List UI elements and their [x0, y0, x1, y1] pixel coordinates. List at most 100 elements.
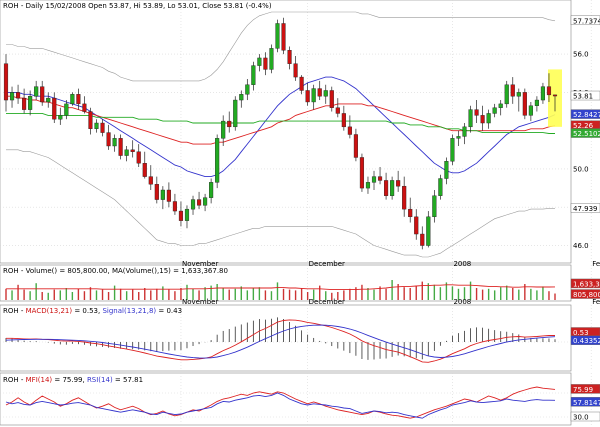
volume-x-tick-label: 2008 — [453, 298, 471, 306]
candle-body — [46, 97, 51, 103]
volume-bar — [95, 290, 98, 300]
volume-bar — [17, 284, 19, 300]
candle-body — [118, 138, 123, 156]
volume-bar — [518, 289, 520, 300]
volume-bar — [198, 290, 200, 300]
price-x-tick-label: December — [309, 260, 345, 268]
candle-body — [148, 176, 153, 185]
volume-ma-line — [6, 284, 556, 291]
price-x-tick-label: 2008 — [453, 260, 471, 268]
candle-body — [510, 84, 515, 97]
volume-bar — [216, 284, 218, 300]
candle-body — [34, 86, 39, 97]
volume-bar — [23, 289, 25, 300]
candle-body — [444, 161, 449, 179]
candle-body — [359, 157, 365, 189]
volume-bar — [500, 287, 502, 300]
volume-bar — [11, 290, 13, 300]
candle-body — [184, 208, 190, 221]
candle-body — [166, 189, 171, 202]
volume-bar — [125, 291, 128, 300]
volume-bar — [312, 289, 315, 300]
candle-body — [347, 126, 352, 135]
price-y-tick-label: 46.0 — [573, 242, 589, 250]
candle-body — [462, 126, 467, 137]
volume-bar — [397, 284, 399, 300]
candle-body — [263, 57, 268, 70]
candle-body — [196, 199, 202, 206]
volume-bar — [144, 288, 146, 300]
value-tag-text: 57.8147 — [573, 399, 600, 407]
candle-body — [492, 107, 497, 114]
candle-body — [154, 184, 159, 200]
candle-body — [377, 176, 383, 181]
title-segment: RSI(14) — [87, 376, 113, 384]
candle-body — [504, 84, 509, 105]
volume-bar — [264, 290, 267, 300]
candle-body — [522, 92, 527, 116]
value-tag-box — [570, 335, 600, 345]
macd-line — [6, 319, 555, 363]
candle-body — [275, 23, 280, 49]
candle-body — [40, 86, 45, 103]
volume-bar — [481, 289, 484, 300]
volume-bar — [373, 289, 375, 300]
volume-bar — [222, 288, 224, 300]
candle-body — [299, 76, 304, 91]
value-tag-text: 805,800 — [573, 291, 600, 299]
volume-bar — [469, 281, 472, 300]
title-segment: ROH - — [3, 376, 26, 384]
value-tag-text: 53.81 — [573, 93, 593, 101]
value-tag-box — [570, 90, 600, 101]
candle-body — [190, 199, 196, 210]
candle-body — [82, 103, 87, 112]
candle-body — [94, 122, 99, 129]
volume-bar — [463, 287, 466, 300]
macd-panel-frame — [0, 304, 572, 372]
value-tag-text: 52.5102 — [573, 130, 600, 138]
candle-body — [178, 210, 184, 221]
value-tag-box — [570, 278, 600, 289]
value-tag-box — [570, 397, 600, 407]
price-y-tick-label: 50.0 — [573, 165, 589, 173]
title-segment: MACD(13,21) — [26, 307, 73, 315]
signal-line — [5, 324, 556, 359]
volume-bar — [270, 291, 273, 300]
candle-body — [498, 103, 503, 108]
title-segment: ROH - — [3, 307, 26, 315]
value-tag-text: 1,633,367 — [573, 280, 600, 288]
volume-bar — [493, 290, 496, 300]
candle-body — [142, 163, 147, 177]
volume-bar — [487, 288, 490, 300]
volume-x-tick-label: November — [182, 298, 219, 306]
volume-bar — [542, 286, 544, 300]
value-tag-box — [570, 384, 600, 394]
volume-bar — [150, 290, 152, 300]
volume-bar — [276, 282, 279, 300]
volume-bar — [119, 288, 122, 300]
candle-body — [3, 63, 9, 101]
title-segment: = 75.99, — [52, 376, 87, 384]
macd-lines — [0, 317, 571, 363]
value-tag-text: 52.8427 — [573, 111, 600, 119]
volume-bar — [451, 286, 454, 300]
volume-bar — [343, 290, 345, 300]
volume-bar — [421, 281, 423, 300]
value-tag-text: 47.939 — [573, 205, 598, 213]
volume-bar — [113, 285, 116, 300]
volume-bar — [186, 284, 188, 300]
candle-body — [257, 57, 262, 66]
candle-body — [414, 216, 419, 235]
volume-bar — [409, 288, 411, 300]
volume-bar — [53, 289, 55, 300]
candle-body — [371, 176, 377, 183]
candle-body — [480, 115, 485, 124]
volume-bar — [319, 285, 321, 300]
volume-bar — [457, 288, 460, 300]
candle-body — [22, 97, 27, 110]
volume-bar — [530, 288, 532, 300]
volume-bar — [89, 287, 92, 300]
volume-bar — [325, 291, 327, 300]
mfi-rsi-lines — [0, 386, 571, 419]
